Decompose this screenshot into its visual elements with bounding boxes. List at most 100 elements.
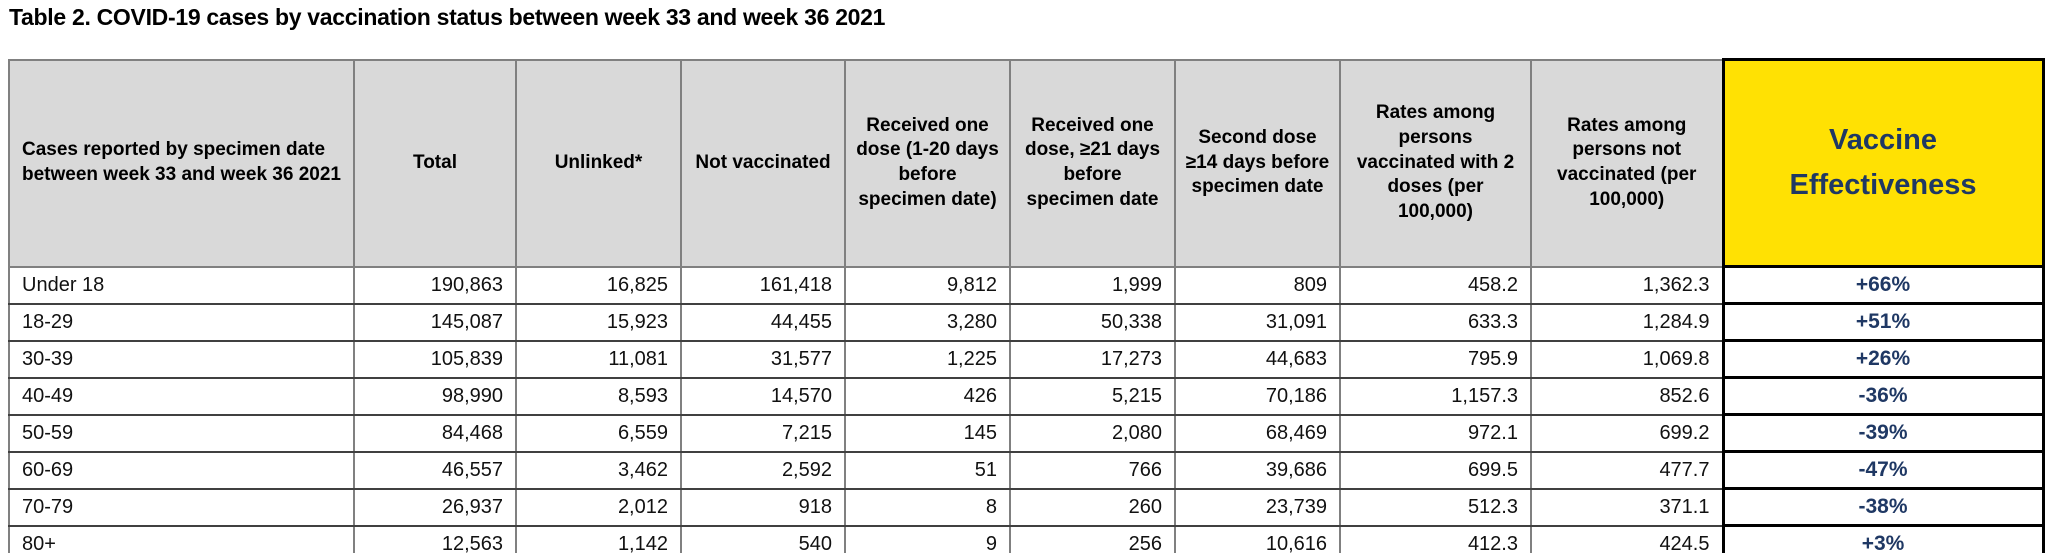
table-cell: 540 — [680, 524, 846, 553]
table-cell: 50,338 — [1009, 302, 1176, 342]
table-row: 40-49 98,990 8,593 14,570 426 5,215 70,186 1,15… — [8, 376, 2045, 416]
table-cell: 852.6 — [1530, 376, 1724, 416]
table-cell: 795.9 — [1339, 339, 1532, 379]
table-cell: 16,825 — [515, 265, 682, 305]
table-row: 80+ 12,563 1,142 540 9 256 10,616 412.3 424.5 +3% — [8, 524, 2045, 553]
table-cell: 31,091 — [1174, 302, 1341, 342]
table-header: Cases reported by specimen date between … — [8, 58, 2045, 268]
table-cell: 39,686 — [1174, 450, 1341, 490]
table-row: Under 18 190,863 16,825 161,418 9,812 1,999 80… — [8, 265, 2045, 305]
table-cell: 98,990 — [353, 376, 517, 416]
column-header-not-vaccinated: Not vaccinated — [680, 58, 846, 268]
table-row: 18-29 145,087 15,923 44,455 3,280 50,338 31,09… — [8, 302, 2045, 342]
table-cell: 70,186 — [1174, 376, 1341, 416]
table-cell: 10,616 — [1174, 524, 1341, 553]
column-header-one-dose-1-20-days: Received one dose (1-20 days before spec… — [844, 58, 1011, 268]
table-cell: 972.1 — [1339, 413, 1532, 453]
table-cell: 371.1 — [1530, 487, 1724, 527]
table-title: Table 2. COVID-19 cases by vaccination s… — [9, 4, 886, 30]
table-cell: 1,284.9 — [1530, 302, 1724, 342]
vaccine-effectiveness-value: -36% — [1721, 376, 2045, 416]
table-cell: 44,455 — [680, 302, 846, 342]
table-cell: 2,012 — [515, 487, 682, 527]
table-cell: 46,557 — [353, 450, 517, 490]
table-cell: 256 — [1009, 524, 1176, 553]
table-cell: 68,469 — [1174, 413, 1341, 453]
table-cell: 7,215 — [680, 413, 846, 453]
vaccine-effectiveness-value: +3% — [1721, 524, 2045, 553]
table-row: 60-69 46,557 3,462 2,592 51 766 39,686 699.5 477… — [8, 450, 2045, 490]
table-cell: 260 — [1009, 487, 1176, 527]
age-group-label: Under 18 — [8, 265, 355, 305]
table-cell: 426 — [844, 376, 1011, 416]
table-row: 50-59 84,468 6,559 7,215 145 2,080 68,469 972.1… — [8, 413, 2045, 453]
table-cell: 17,273 — [1009, 339, 1176, 379]
table-cell: 477.7 — [1530, 450, 1724, 490]
table-row: 30-39 105,839 11,081 31,577 1,225 17,273 44,68… — [8, 339, 2045, 379]
table-cell: 14,570 — [680, 376, 846, 416]
age-group-label: 80+ — [8, 524, 355, 553]
vaccine-effectiveness-value: +66% — [1721, 265, 2045, 305]
table-cell: 1,142 — [515, 524, 682, 553]
table-cell: 424.5 — [1530, 524, 1724, 553]
table-cell: 633.3 — [1339, 302, 1532, 342]
table-cell: 3,462 — [515, 450, 682, 490]
age-group-label: 18-29 — [8, 302, 355, 342]
table-cell: 2,592 — [680, 450, 846, 490]
header-row: Cases reported by specimen date between … — [8, 58, 2045, 268]
table-cell: 105,839 — [353, 339, 517, 379]
vaccine-effectiveness-value: +51% — [1721, 302, 2045, 342]
column-header-rates-vaccinated: Rates among persons vaccinated with 2 do… — [1339, 58, 1532, 268]
table-cell: 6,559 — [515, 413, 682, 453]
table-cell: 8,593 — [515, 376, 682, 416]
table-cell: 5,215 — [1009, 376, 1176, 416]
table-cell: 8 — [844, 487, 1011, 527]
table-cell: 1,225 — [844, 339, 1011, 379]
age-group-label: 50-59 — [8, 413, 355, 453]
covid-cases-table: Cases reported by specimen date between … — [8, 58, 2045, 553]
table-cell: 145,087 — [353, 302, 517, 342]
table-cell: 12,563 — [353, 524, 517, 553]
vaccine-effectiveness-value: +26% — [1721, 339, 2045, 379]
column-header-cases-reported: Cases reported by specimen date between … — [8, 58, 355, 268]
table-body: Under 18 190,863 16,825 161,418 9,812 1,999 80… — [8, 265, 2045, 553]
table-cell: 1,157.3 — [1339, 376, 1532, 416]
vaccine-effectiveness-value: -38% — [1721, 487, 2045, 527]
age-group-label: 30-39 — [8, 339, 355, 379]
table-cell: 699.2 — [1530, 413, 1724, 453]
column-header-second-dose-14-days: Second dose ≥14 days before specimen dat… — [1174, 58, 1341, 268]
age-group-label: 40-49 — [8, 376, 355, 416]
table-cell: 190,863 — [353, 265, 517, 305]
table-cell: 766 — [1009, 450, 1176, 490]
table-cell: 3,280 — [844, 302, 1011, 342]
table-cell: 512.3 — [1339, 487, 1532, 527]
vaccine-effectiveness-value: -39% — [1721, 413, 2045, 453]
table-cell: 23,739 — [1174, 487, 1341, 527]
table-cell: 1,069.8 — [1530, 339, 1724, 379]
table-cell: 1,999 — [1009, 265, 1176, 305]
table-cell: 412.3 — [1339, 524, 1532, 553]
table-row: 70-79 26,937 2,012 918 8 260 23,739 512.3 371.1-… — [8, 487, 2045, 527]
column-header-rates-not-vaccinated: Rates among persons not vaccinated (per … — [1530, 58, 1724, 268]
table-cell: 84,468 — [353, 413, 517, 453]
table-cell: 26,937 — [353, 487, 517, 527]
age-group-label: 60-69 — [8, 450, 355, 490]
table-cell: 44,683 — [1174, 339, 1341, 379]
age-group-label: 70-79 — [8, 487, 355, 527]
table-cell: 51 — [844, 450, 1011, 490]
table-cell: 2,080 — [1009, 413, 1176, 453]
table-cell: 699.5 — [1339, 450, 1532, 490]
table-cell: 31,577 — [680, 339, 846, 379]
table-cell: 458.2 — [1339, 265, 1532, 305]
table-cell: 809 — [1174, 265, 1341, 305]
table-cell: 918 — [680, 487, 846, 527]
table-cell: 11,081 — [515, 339, 682, 379]
column-header-one-dose-21-days: Received one dose, ≥21 days before speci… — [1009, 58, 1176, 268]
vaccine-effectiveness-value: -47% — [1721, 450, 2045, 490]
table-cell: 9 — [844, 524, 1011, 553]
table-cell: 15,923 — [515, 302, 682, 342]
table-cell: 161,418 — [680, 265, 846, 305]
column-header-total: Total — [353, 58, 517, 268]
column-header-unlinked: Unlinked* — [515, 58, 682, 268]
